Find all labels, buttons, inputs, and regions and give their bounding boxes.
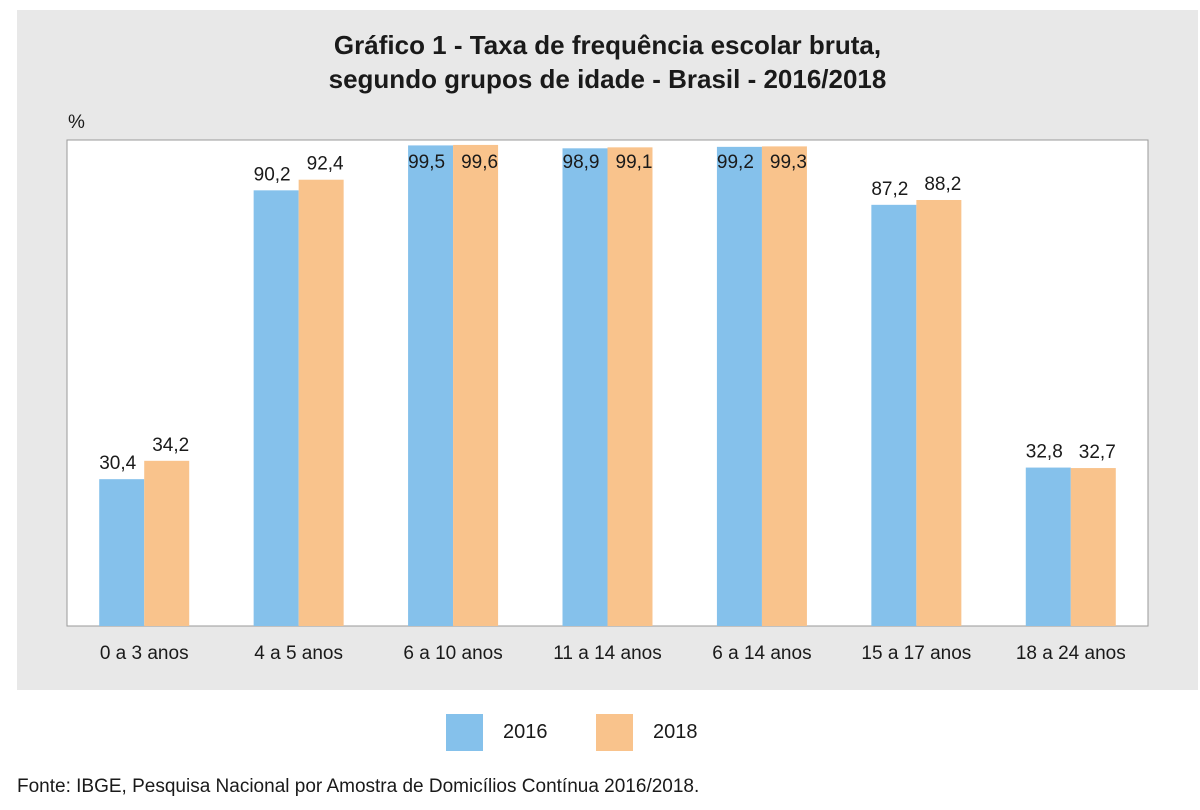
data-label-2018-4: 99,1 — [616, 152, 653, 173]
data-label-2018-5: 99,3 — [770, 152, 807, 173]
x-tick-label-1: 0 a 3 anos — [100, 643, 189, 664]
bar-2018-6 — [916, 199, 962, 626]
x-tick-label-6: 15 a 17 anos — [861, 643, 971, 664]
data-label-2016-7: 32,8 — [1026, 442, 1063, 463]
bar-2016-4 — [562, 148, 608, 627]
legend-item-2016: 2016 — [446, 714, 548, 751]
bar-2016-1 — [99, 479, 145, 626]
data-label-2018-6: 88,2 — [924, 174, 961, 195]
bar-2016-7 — [1025, 467, 1071, 626]
bar-2018-5 — [761, 146, 807, 627]
x-tick-label-5: 6 a 14 anos — [712, 643, 811, 664]
bar-2016-5 — [716, 146, 762, 626]
chart-title-line-1: Gráfico 1 - Taxa de frequência escolar b… — [333, 30, 882, 60]
bar-chart: 30,4 34,2 0 a 3 anos 90,2 92,4 4 a 5 anos 99,5… — [66, 139, 1149, 664]
data-label-2016-4: 98,9 — [563, 152, 600, 173]
x-tick-label-2: 4 a 5 anos — [254, 643, 343, 664]
legend-label-2016: 2016 — [503, 721, 548, 743]
bar-2016-6 — [871, 204, 917, 626]
legend-swatch-2016 — [446, 714, 483, 751]
data-label-2016-3: 99,5 — [408, 152, 445, 173]
legend-label-2018: 2018 — [653, 721, 698, 743]
data-label-2018-3: 99,6 — [461, 152, 498, 173]
data-label-2018-1: 34,2 — [152, 435, 189, 456]
bar-2018-3 — [453, 144, 499, 626]
x-tick-label-3: 6 a 10 anos — [403, 643, 502, 664]
bar-2016-3 — [408, 145, 454, 627]
data-label-2016-6: 87,2 — [871, 179, 908, 200]
x-tick-label-7: 18 a 24 anos — [1016, 643, 1126, 664]
legend: 2016 2018 — [0, 714, 1200, 754]
data-label-2016-5: 99,2 — [717, 152, 754, 173]
legend-swatch-2018 — [596, 714, 633, 751]
legend-item-2018: 2018 — [596, 714, 698, 751]
y-unit-label: % — [68, 112, 85, 133]
data-label-2018-2: 92,4 — [307, 154, 344, 175]
bar-2018-1 — [144, 460, 190, 626]
bar-2018-2 — [298, 179, 344, 626]
data-label-2016-2: 90,2 — [254, 164, 291, 185]
chart-title-line-2: segundo grupos de idade - Brasil - 2016/… — [328, 64, 887, 94]
data-label-2018-7: 32,7 — [1079, 442, 1116, 463]
data-label-2016-1: 30,4 — [99, 453, 136, 474]
bar-2018-7 — [1070, 468, 1116, 626]
bar-2016-2 — [253, 190, 299, 627]
x-tick-label-4: 11 a 14 anos — [553, 643, 661, 664]
chart-title: Gráfico 1 - Taxa de frequência escolar b… — [17, 28, 1198, 96]
bar-2018-4 — [607, 147, 653, 627]
source-note: Fonte: IBGE, Pesquisa Nacional por Amost… — [17, 776, 700, 797]
